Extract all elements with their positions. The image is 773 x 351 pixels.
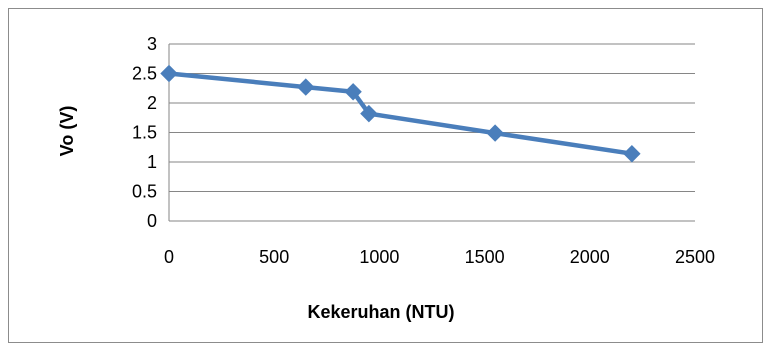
data-point-marker: [297, 78, 315, 96]
y-tick-label: 1.5: [132, 123, 157, 143]
data-point-marker: [160, 64, 178, 83]
data-point-marker: [344, 83, 362, 101]
x-tick-label: 1500: [465, 247, 505, 267]
chart-frame: [8, 8, 763, 343]
data-point-marker: [623, 145, 641, 163]
y-tick-label: 0: [147, 211, 157, 231]
y-axis-title: Vo (V): [57, 106, 77, 157]
data-point-marker: [486, 124, 504, 142]
y-tick-labels: 0 0.5 1 1.5 2 2.5 3: [132, 34, 157, 231]
x-tick-label: 2000: [570, 247, 610, 267]
x-axis-title: Kekeruhan (NTU): [307, 302, 454, 322]
x-tick-label: 0: [164, 247, 174, 267]
y-tick-label: 2.5: [132, 64, 157, 84]
gridlines: [169, 43, 695, 222]
x-tick-labels: 0 500 1000 1500 2000 2500: [164, 247, 715, 267]
series: [160, 64, 641, 163]
data-point-marker: [360, 104, 378, 123]
y-tick-label: 3: [147, 34, 157, 54]
x-tick-label: 2500: [675, 247, 715, 267]
x-tick-label: 1000: [359, 247, 399, 267]
x-tick-label: 500: [259, 247, 289, 267]
y-tick-label: 0.5: [132, 182, 157, 202]
y-tick-label: 1: [147, 152, 157, 172]
series-line: [166, 71, 635, 156]
y-tick-label: 2: [147, 93, 157, 113]
